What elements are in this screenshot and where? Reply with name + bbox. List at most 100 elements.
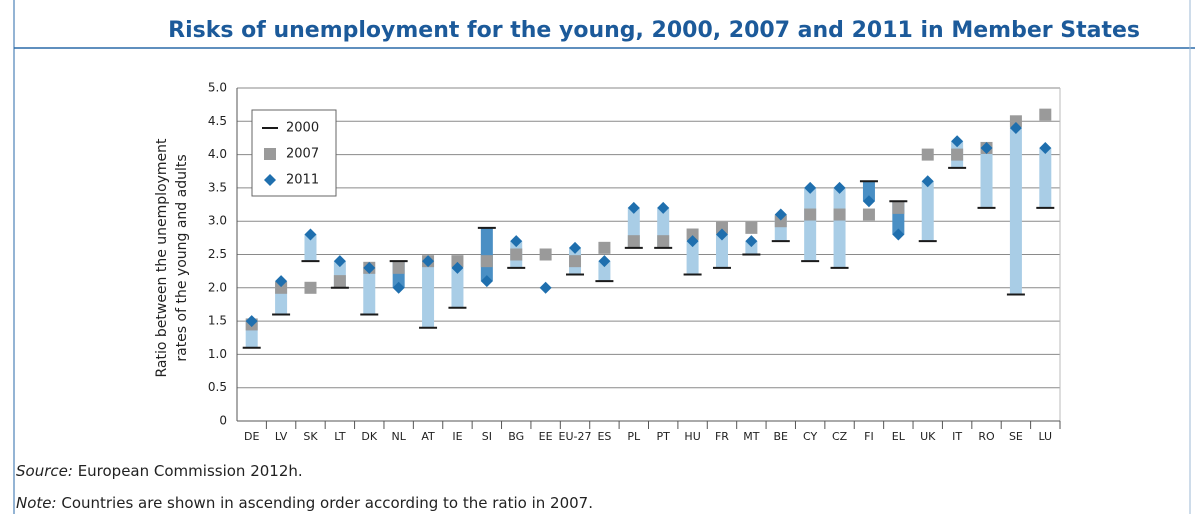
- marker-square: [392, 261, 405, 274]
- legend-label: 2007: [286, 147, 319, 162]
- note: Note: Countries are shown in ascending o…: [16, 494, 593, 512]
- marker-diamond: [980, 141, 993, 154]
- range-bar: [745, 241, 758, 255]
- x-tick-label: SI: [482, 430, 492, 443]
- note-text: Countries are shown in ascending order a…: [61, 494, 593, 512]
- marker-diamond: [804, 181, 817, 194]
- marker-square: [657, 235, 670, 248]
- range-bar: [1009, 127, 1022, 295]
- marker-diamond: [392, 281, 405, 294]
- marker-square: [686, 228, 699, 241]
- marker-square: [627, 235, 640, 248]
- marker-diamond: [451, 261, 464, 274]
- source-label: Source:: [16, 462, 73, 480]
- x-tick-label: SK: [303, 430, 318, 443]
- marker-diamond: [598, 255, 611, 268]
- range-bar: [451, 267, 464, 308]
- x-tick-label: FI: [864, 430, 874, 443]
- range-bar: [304, 234, 317, 262]
- chart-title: Risks of unemployment for the young, 200…: [168, 18, 1140, 43]
- x-tick-label: BG: [508, 430, 524, 443]
- x-tick-label: MT: [743, 430, 759, 443]
- y-tick-label: 3.0: [208, 214, 227, 228]
- marker-square: [451, 255, 464, 268]
- x-tick-label: CZ: [832, 430, 848, 443]
- x-tick-label: IT: [952, 430, 962, 443]
- source-text: European Commission 2012h.: [78, 462, 303, 480]
- marker-diamond: [275, 275, 288, 288]
- marker-diamond: [627, 201, 640, 214]
- x-tick-label: LV: [275, 430, 288, 443]
- y-tick-label: 4.5: [208, 114, 227, 128]
- x-tick-label: PL: [627, 430, 641, 443]
- marker-diamond: [480, 275, 493, 288]
- marker-diamond: [333, 255, 346, 268]
- marker-square: [715, 221, 728, 234]
- marker-square: [1009, 115, 1022, 128]
- marker-diamond: [1039, 141, 1052, 154]
- marker-diamond: [657, 201, 670, 214]
- x-tick-label: ES: [597, 430, 611, 443]
- marker-diamond: [686, 235, 699, 248]
- y-tick-label: 1.5: [208, 314, 227, 328]
- range-bar: [804, 187, 817, 262]
- range-bar: [245, 321, 258, 348]
- range-bar: [480, 227, 493, 282]
- x-tick-label: FR: [715, 430, 729, 443]
- marker-square: [745, 221, 758, 234]
- marker-diamond: [539, 281, 552, 294]
- marker-diamond: [422, 255, 435, 268]
- x-tick-label: CY: [803, 430, 817, 443]
- marker-square: [833, 208, 846, 221]
- x-tick-label: HU: [684, 430, 700, 443]
- marker-diamond: [304, 228, 317, 241]
- legend-label: 2011: [286, 173, 319, 188]
- y-axis-label: Ratio between the unemployment: [154, 138, 170, 378]
- range-bar: [422, 261, 435, 328]
- marker-square: [304, 281, 317, 294]
- y-tick-label: 1.0: [208, 347, 227, 361]
- x-tick-label: DK: [361, 430, 377, 443]
- x-tick-label: UK: [920, 430, 936, 443]
- y-tick-label: 2.5: [208, 247, 227, 261]
- marker-square: [951, 148, 964, 161]
- marker-diamond: [833, 181, 846, 194]
- marker-square: [804, 208, 817, 221]
- marker-square: [892, 201, 905, 214]
- marker-diamond: [892, 228, 905, 241]
- marker-diamond: [862, 195, 875, 208]
- y-tick-label: 3.5: [208, 180, 227, 194]
- range-bar: [715, 234, 728, 268]
- range-bar: [598, 261, 611, 282]
- range-bar: [862, 181, 875, 202]
- x-tick-label: BE: [774, 430, 789, 443]
- marker-square: [333, 275, 346, 288]
- marker-square: [539, 248, 552, 261]
- range-bar: [921, 181, 934, 242]
- marker-diamond: [1009, 121, 1022, 134]
- y-tick-label: 4.0: [208, 147, 227, 161]
- marker-square: [275, 281, 288, 294]
- x-tick-label: LU: [1038, 430, 1052, 443]
- marker-diamond: [363, 261, 376, 274]
- range-bar: [686, 241, 699, 275]
- range-bar: [363, 267, 376, 315]
- x-tick-label: DE: [244, 430, 259, 443]
- source: Source: European Commission 2012h.: [16, 462, 303, 480]
- legend-swatch: [264, 148, 276, 160]
- x-tick-label: EE: [539, 430, 553, 443]
- y-tick-label: 2.0: [208, 280, 227, 294]
- marker-square: [480, 255, 493, 268]
- x-tick-label: IE: [452, 430, 462, 443]
- y-tick-label: 0.5: [208, 380, 227, 394]
- marker-diamond: [774, 208, 787, 221]
- marker-square: [569, 255, 582, 268]
- x-tick-label: EL: [892, 430, 906, 443]
- marker-square: [598, 241, 611, 254]
- x-tick-label: AT: [421, 430, 435, 443]
- y-tick-label: 0: [219, 414, 227, 428]
- x-tick-label: NL: [391, 430, 406, 443]
- marker-square: [510, 248, 523, 261]
